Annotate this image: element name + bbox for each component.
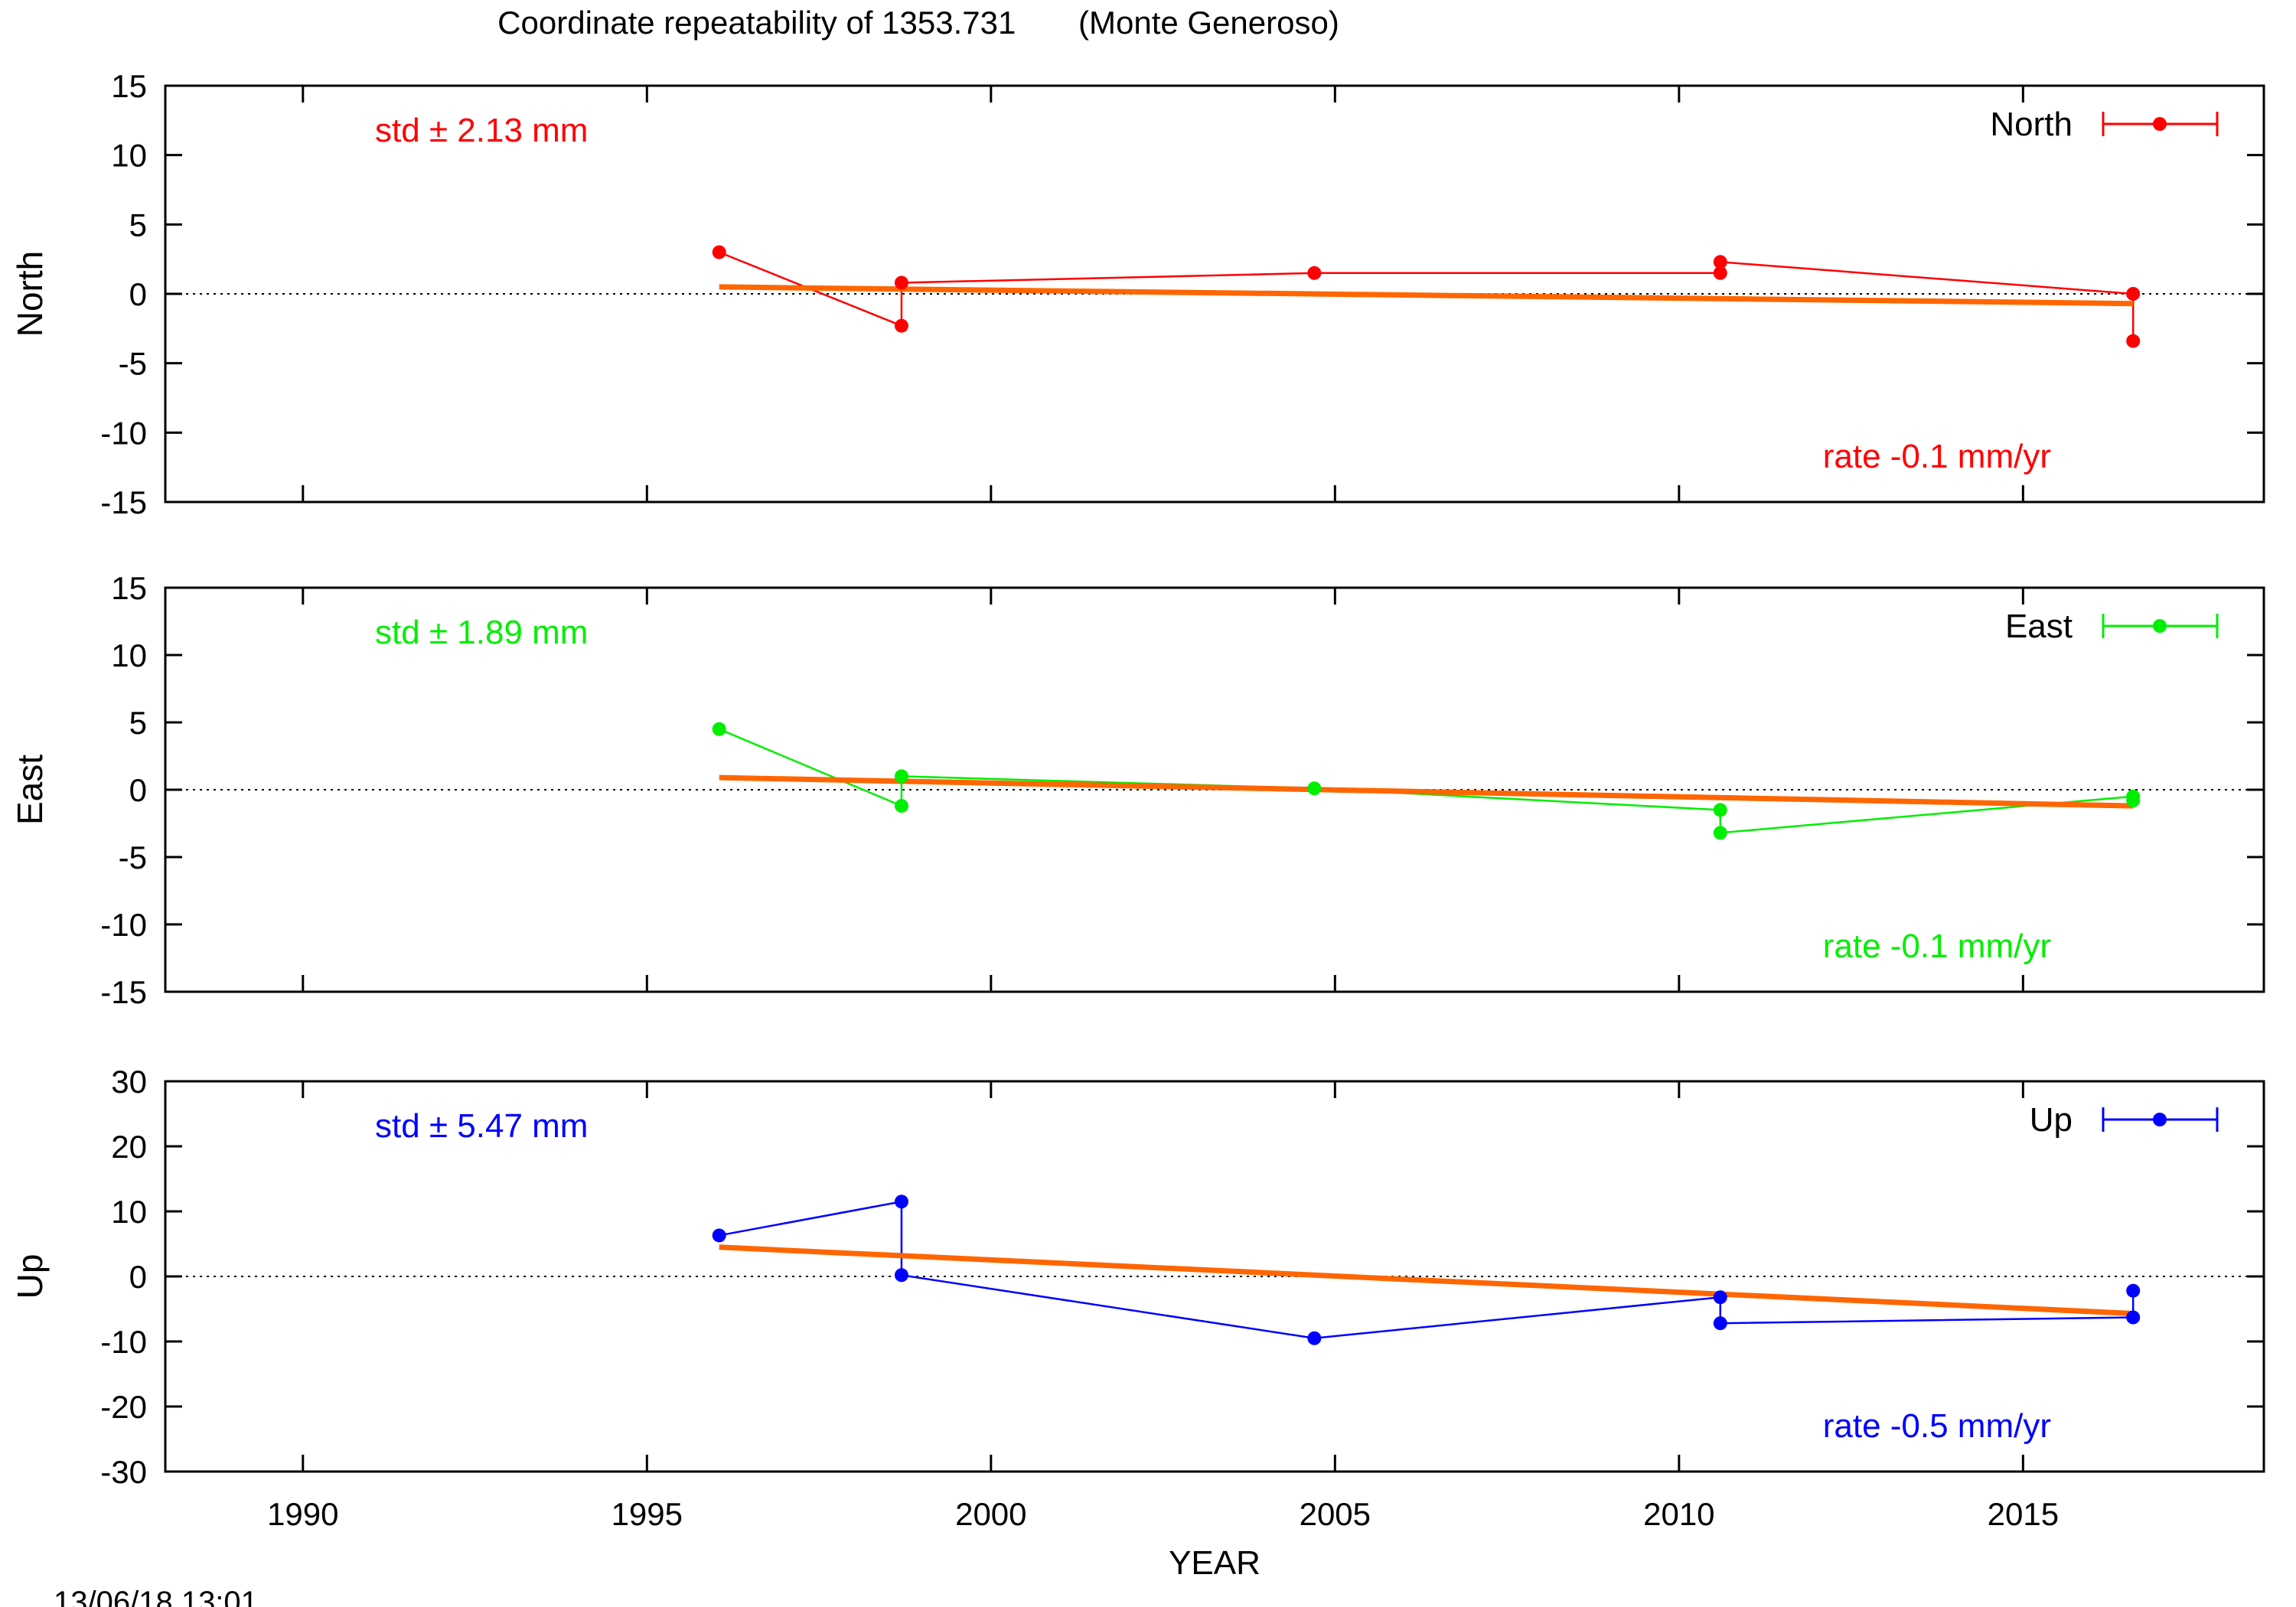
data-point [1713, 1316, 1727, 1331]
y-tick-label: -10 [100, 415, 147, 451]
y-axis-label: East [10, 755, 50, 825]
x-tick-label: 2005 [1300, 1496, 1371, 1532]
y-tick-label: 15 [111, 570, 147, 606]
data-point [894, 318, 908, 333]
data-point [712, 245, 726, 259]
std-label: std ± 5.47 mm [375, 1107, 588, 1145]
y-tick-label: 30 [111, 1064, 147, 1100]
data-point [1307, 781, 1322, 796]
y-tick-label: -15 [100, 974, 147, 1010]
rate-label: rate -0.1 mm/yr [1823, 927, 2051, 965]
data-point [712, 722, 726, 736]
y-tick-label: -5 [119, 346, 147, 382]
data-point [894, 1268, 908, 1283]
y-tick-label: -10 [100, 907, 147, 943]
data-point [1713, 266, 1727, 280]
data-point [894, 275, 908, 290]
data-point [2126, 1283, 2141, 1298]
y-tick-label: 0 [129, 1259, 147, 1295]
data-point [2126, 334, 2141, 348]
series-line [719, 1200, 2135, 1340]
panel-east: 15 10 5 0 -5 -10 -15 East std ± 1.89 mm rate -0.1… [10, 570, 2265, 1010]
std-label: std ± 1.89 mm [375, 614, 588, 651]
x-tick-label: 2000 [955, 1496, 1026, 1532]
data-point [2126, 794, 2141, 808]
y-tick-label: 10 [111, 637, 147, 673]
chart-title: Coordinate repeatability of 1353.731 (Mo… [497, 5, 1339, 41]
data-point [1713, 255, 1727, 269]
y-tick-label: 5 [129, 705, 147, 741]
y-axis-label: Up [10, 1254, 50, 1299]
trend-line [719, 1244, 2134, 1316]
data-point [894, 769, 908, 784]
std-label: std ± 2.13 mm [375, 112, 588, 149]
y-tick-label: 20 [111, 1129, 147, 1165]
legend-marker [2153, 117, 2167, 131]
rate-label: rate -0.5 mm/yr [1823, 1407, 2051, 1445]
legend-marker [2153, 1113, 2167, 1126]
y-axis-label: North [10, 251, 50, 337]
y-tick-label: -15 [100, 484, 147, 520]
rate-label: rate -0.1 mm/yr [1823, 438, 2051, 475]
y-tick-label: 15 [111, 68, 147, 104]
y-tick-label: 5 [129, 207, 147, 243]
data-point [2126, 1310, 2141, 1325]
data-point [1307, 1331, 1322, 1345]
trend-line [719, 284, 2134, 307]
x-tick-label: 2010 [1643, 1496, 1714, 1532]
y-tick-label: 10 [111, 1194, 147, 1230]
data-point [1713, 826, 1727, 840]
panel-north: 15 10 5 0 -5 -10 -15 North std ± 2.13 mm rate -0.… [10, 68, 2265, 520]
data-point [712, 1228, 726, 1243]
data-point [894, 1195, 908, 1209]
x-axis-label: YEAR [1169, 1544, 1261, 1582]
data-point [1713, 1290, 1727, 1305]
y-tick-label: -30 [100, 1454, 147, 1490]
panels-group: 15 10 5 0 -5 -10 -15 North std ± 2.13 mm rate -0.… [10, 68, 2265, 1532]
timestamp: 13/06/18 13:01 [54, 1586, 258, 1607]
series-line [719, 251, 2135, 341]
y-tick-label: 0 [129, 772, 147, 808]
y-tick-label: -5 [119, 839, 147, 875]
y-tick-label: -20 [100, 1389, 147, 1425]
x-tick-label: 2015 [1988, 1496, 2059, 1532]
legend-marker [2153, 619, 2167, 633]
trend-line [719, 774, 2134, 809]
data-point [894, 799, 908, 813]
legend-label: Up [2030, 1101, 2073, 1139]
y-tick-label: 10 [111, 138, 147, 174]
y-tick-label: 0 [129, 276, 147, 312]
legend-label: North [1990, 106, 2073, 143]
x-tick-label: 1995 [612, 1496, 683, 1532]
legend-label: East [2005, 608, 2073, 645]
y-tick-label: -10 [100, 1324, 147, 1360]
x-tick-label: 1990 [267, 1496, 338, 1532]
data-point [1713, 803, 1727, 817]
data-point [2126, 287, 2141, 301]
data-point [1307, 266, 1322, 280]
